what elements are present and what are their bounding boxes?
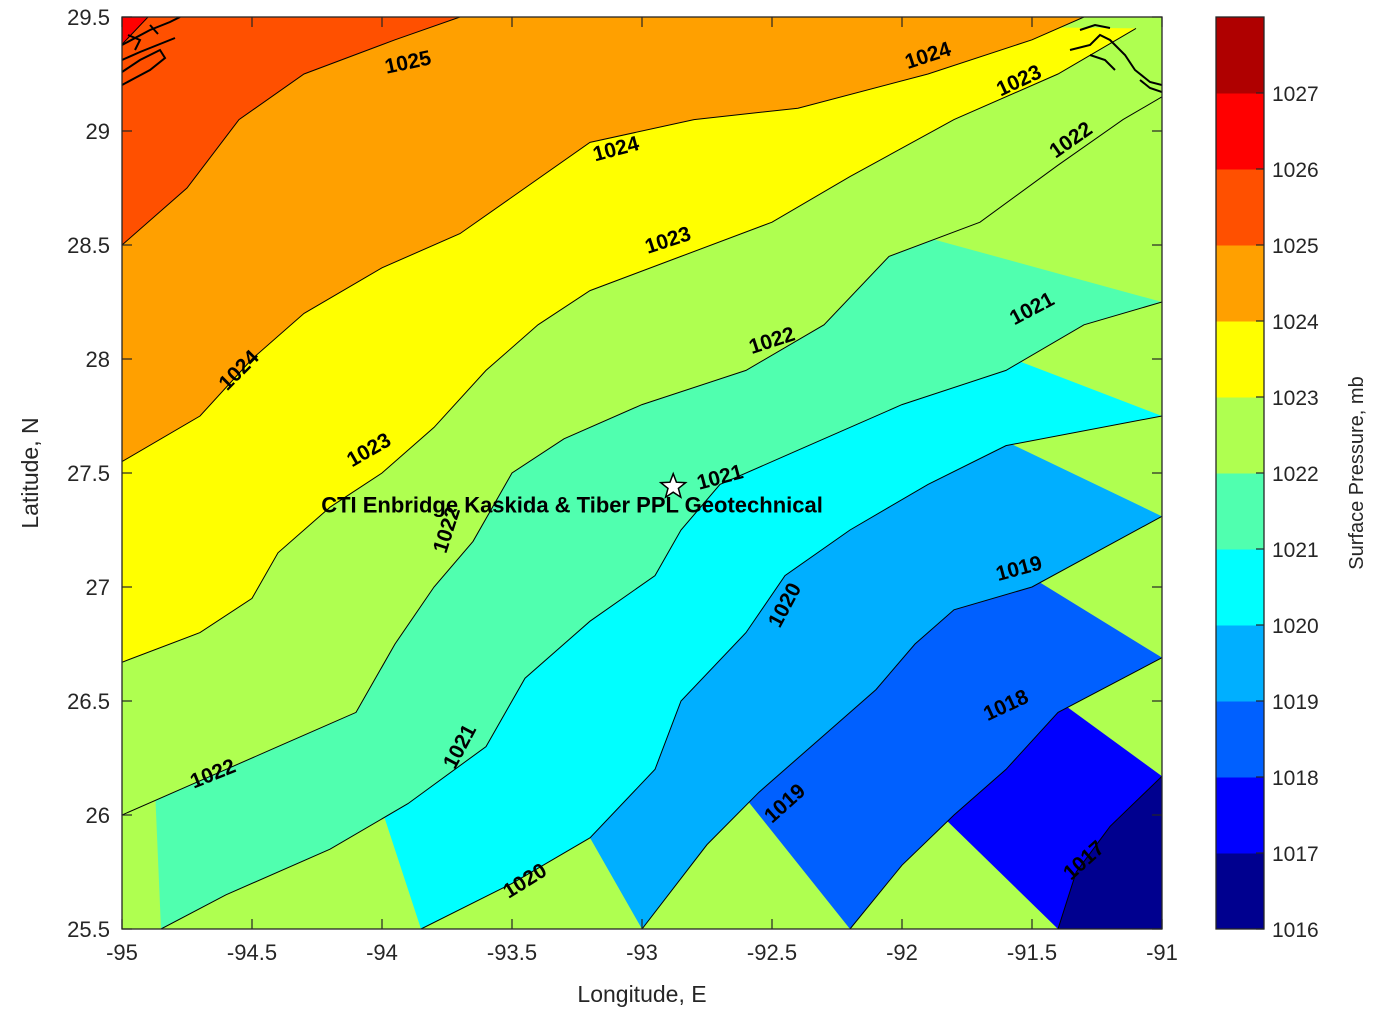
x-axis-label: Longitude, E bbox=[577, 981, 706, 1007]
x-tick-label: -92 bbox=[886, 940, 918, 965]
colorbar-swatch bbox=[1216, 473, 1264, 550]
y-tick-label: 28 bbox=[86, 347, 110, 372]
colorbar-tick-label: 1021 bbox=[1272, 539, 1319, 562]
colorbar-label: Surface Pressure, mb bbox=[1346, 376, 1368, 569]
y-tick-label: 26 bbox=[86, 803, 110, 828]
colorbar-swatch bbox=[1216, 625, 1264, 702]
coastline-nw bbox=[122, 17, 181, 86]
contour-line-1023 bbox=[122, 27, 1137, 663]
colorbar: 1016 1017 1018 1019 1020 1021 1022 1023 1024 1025… bbox=[1215, 16, 1368, 942]
contour-line-1026 bbox=[122, 17, 149, 45]
x-axis-ticks: -95 -94.5 -94 -93.5 -93 -92.5 -92 -91.5 -91 bbox=[106, 17, 1178, 965]
colorbar-swatch bbox=[1216, 93, 1264, 170]
y-tick-label: 26.5 bbox=[67, 689, 110, 714]
colorbar-swatch bbox=[1216, 853, 1264, 930]
x-tick-label: -95 bbox=[106, 940, 138, 965]
contour-line-1020 bbox=[420, 415, 1162, 929]
contour-band-1016 bbox=[1058, 776, 1162, 929]
contour-line-1024 bbox=[122, 17, 1085, 463]
colorbar-tick-label: 1019 bbox=[1272, 691, 1319, 714]
colorbar-tick-label: 1023 bbox=[1272, 387, 1319, 410]
x-tick-label: -92.5 bbox=[747, 940, 797, 965]
colorbar-swatch bbox=[1216, 245, 1264, 322]
x-tick-label: -93 bbox=[626, 940, 658, 965]
contour-line-1022 bbox=[122, 96, 1162, 816]
x-tick-label: -94.5 bbox=[227, 940, 277, 965]
location-star-marker bbox=[658, 471, 688, 499]
colorbar-swatch bbox=[1216, 549, 1264, 626]
colorbar-swatches bbox=[1216, 17, 1264, 930]
x-tick-label: -91 bbox=[1146, 940, 1178, 965]
marker-layer: CTI Enbridge Kaskida & Tiber PPL Geotech… bbox=[321, 471, 823, 518]
plot-area: 1025 102410231022102410231024102210211023… bbox=[121, 16, 1163, 930]
y-tick-label: 29.5 bbox=[67, 5, 110, 30]
colorbar-tick-label: 1022 bbox=[1272, 463, 1319, 486]
colorbar-swatch bbox=[1216, 169, 1264, 246]
x-tick-label: -93.5 bbox=[487, 940, 537, 965]
colorbar-tick-label: 1018 bbox=[1272, 767, 1319, 790]
y-axis-ticks: 25.5 26 26.5 27 27.5 28 28.5 29 29.5 bbox=[67, 5, 1162, 942]
y-tick-label: 27.5 bbox=[67, 461, 110, 486]
colorbar-swatch bbox=[1216, 397, 1264, 474]
coastline bbox=[122, 17, 1162, 93]
colorbar-tick-label: 1016 bbox=[1272, 919, 1319, 942]
colorbar-tick-label: 1024 bbox=[1272, 311, 1319, 334]
colorbar-tick-label: 1020 bbox=[1272, 615, 1319, 638]
contour-band-1024 bbox=[122, 17, 1084, 462]
coastline-ne bbox=[1069, 23, 1162, 93]
y-tick-label: 29 bbox=[86, 119, 110, 144]
colorbar-swatch bbox=[1216, 701, 1264, 778]
y-tick-label: 25.5 bbox=[67, 917, 110, 942]
x-tick-label: -91.5 bbox=[1007, 940, 1057, 965]
y-tick-label: 28.5 bbox=[67, 233, 110, 258]
contour-lines bbox=[122, 17, 1162, 929]
x-tick-label: -94 bbox=[366, 940, 398, 965]
colorbar-tick-label: 1027 bbox=[1272, 83, 1319, 106]
colorbar-swatch bbox=[1216, 17, 1264, 94]
y-axis-label: Latitude, N bbox=[17, 417, 43, 528]
contour-line-1021 bbox=[160, 301, 1162, 929]
contour-band-1025 bbox=[122, 17, 460, 245]
location-annotation: CTI Enbridge Kaskida & Tiber PPL Geotech… bbox=[321, 493, 823, 518]
colorbar-tick-label: 1025 bbox=[1272, 235, 1319, 258]
contour-line-1018 bbox=[849, 657, 1162, 929]
colorbar-tick-label: 1017 bbox=[1272, 843, 1319, 866]
colorbar-ticks: 1016 1017 1018 1019 1020 1021 1022 1023 1024 1025… bbox=[1256, 83, 1319, 942]
contour-line-1025 bbox=[122, 17, 461, 246]
contour-line-1019 bbox=[641, 515, 1162, 929]
y-tick-label: 27 bbox=[86, 575, 110, 600]
colorbar-tick-label: 1026 bbox=[1272, 159, 1319, 182]
contour-line-1017 bbox=[1057, 775, 1162, 929]
colorbar-swatch bbox=[1216, 777, 1264, 854]
contour-fills bbox=[122, 17, 1162, 929]
colorbar-swatch bbox=[1216, 321, 1264, 398]
